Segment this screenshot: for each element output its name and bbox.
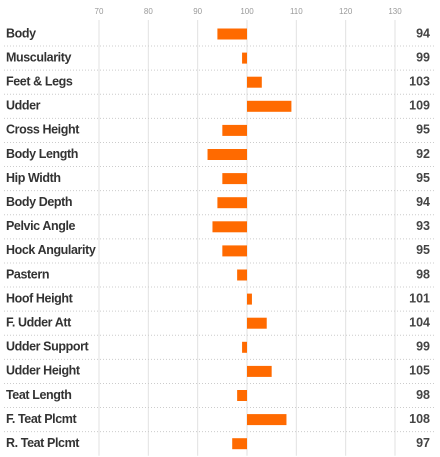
value-label: 101 (409, 291, 430, 305)
bar (247, 317, 267, 329)
bar (237, 390, 247, 401)
x-tick-label: 120 (339, 7, 353, 16)
value-label: 104 (409, 315, 430, 329)
bar (222, 245, 247, 257)
bar (232, 438, 247, 450)
value-label: 103 (409, 74, 430, 88)
bar (242, 52, 247, 64)
value-label: 95 (416, 123, 430, 137)
category-label: Pelvic Angle (6, 219, 76, 233)
category-label: Udder Support (6, 340, 90, 354)
value-label: 108 (409, 412, 430, 426)
bar (242, 341, 247, 353)
value-label: 94 (416, 195, 430, 209)
bar (247, 365, 272, 377)
value-label: 93 (416, 219, 430, 233)
bar (217, 28, 247, 40)
value-label: 98 (416, 267, 430, 281)
bar (247, 293, 252, 305)
value-label: 105 (409, 364, 430, 378)
category-label: F. Udder Att (6, 315, 72, 329)
bar (207, 149, 247, 160)
bar (222, 124, 247, 136)
bar (247, 414, 287, 426)
category-label: Udder (6, 99, 41, 113)
value-label: 95 (416, 243, 430, 257)
category-label: Body Length (6, 147, 78, 161)
category-label: Pastern (6, 267, 49, 281)
category-label: Cross Height (6, 123, 80, 137)
bar (222, 173, 247, 185)
x-tick-label: 90 (193, 7, 202, 16)
bar (217, 197, 247, 209)
category-label: Hock Angularity (6, 243, 96, 257)
x-tick-label: 100 (240, 7, 254, 16)
x-tick-label: 80 (144, 7, 153, 16)
category-label: Teat Length (6, 388, 72, 402)
category-label: Body Depth (6, 195, 72, 209)
value-label: 99 (416, 50, 430, 64)
category-label: Muscularity (6, 50, 72, 64)
bar (212, 221, 247, 233)
value-label: 92 (416, 147, 430, 161)
value-label: 97 (416, 436, 430, 450)
category-label: Hoof Height (6, 291, 74, 305)
x-tick-label: 130 (388, 7, 402, 16)
category-label: Body (6, 26, 36, 40)
x-tick-label: 110 (290, 7, 303, 16)
category-label: Feet & Legs (6, 74, 73, 88)
value-label: 109 (409, 99, 430, 113)
category-label: R. Teat Plcmt (6, 436, 80, 450)
value-label: 94 (416, 26, 430, 40)
bar (247, 100, 292, 112)
x-tick-label: 70 (95, 7, 104, 16)
category-label: F. Teat Plcmt (6, 412, 78, 426)
value-label: 98 (416, 388, 430, 402)
bar (247, 76, 262, 88)
category-label: Udder Height (6, 364, 81, 378)
value-label: 99 (416, 340, 430, 354)
bar (237, 269, 247, 281)
value-label: 95 (416, 171, 430, 185)
category-label: Hip Width (6, 171, 61, 185)
